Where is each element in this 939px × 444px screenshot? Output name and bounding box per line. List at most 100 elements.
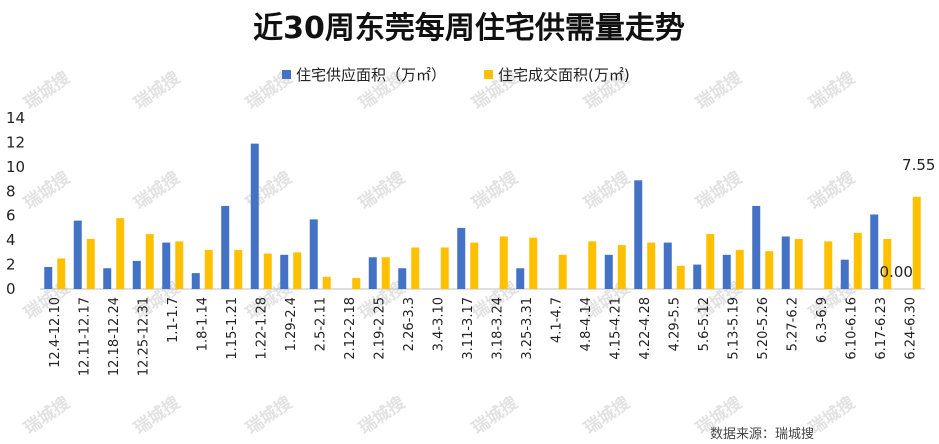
bar-sales [204,249,213,289]
x-tick-label: 5.27-6.2 [785,297,800,351]
bar-supply [191,273,200,289]
watermark-text: 瑞城搜 [20,67,75,114]
watermark-text: 瑞城搜 [805,167,860,214]
bar-supply [132,260,141,289]
bar-supply [516,268,525,289]
x-tick-label: 1.22-1.28 [254,297,269,360]
watermark-text: 瑞城搜 [242,392,297,439]
bar-supply [722,254,731,289]
bar-supply [73,220,82,289]
y-tick-label: 10 [6,158,25,176]
watermark-text: 瑞城搜 [355,167,410,214]
bar-sales [322,276,331,289]
x-tick-label: 4.29-5.5 [667,297,682,351]
watermark-text: 瑞城搜 [468,167,523,214]
bar-sales [411,247,420,289]
watermark-text: 瑞城搜 [580,392,635,439]
bar-sales [765,251,774,289]
legend-label-0: 住宅供应面积（万㎡） [296,66,446,84]
bar-sales [440,247,449,289]
bar-sales [175,241,184,289]
x-axis: 12.4-12.10 12.11-12.17 12.18-12.24 12.25-12… [48,297,919,376]
bar-sales [57,258,66,289]
bar-supply [368,257,377,289]
x-tick-label: 4.15-4.21 [608,297,623,360]
watermark-text: 瑞城搜 [692,167,747,214]
source-note: 数据来源：瑞城搜 [710,427,814,442]
bar-sales [263,253,272,289]
bar-supply [250,143,259,289]
bar-supply [781,236,790,289]
bar-supply [663,242,672,289]
legend-swatch-1 [484,70,493,79]
y-tick-label: 12 [6,133,25,151]
chart-title: 近30周东莞每周住宅供需量走势 [253,11,685,46]
bar-sales [735,249,744,289]
x-tick-label: 6.17-6.23 [874,297,889,360]
data-label: 7.55 [902,156,935,174]
legend: 住宅供应面积（万㎡） 住宅成交面积(万㎡) [282,66,630,84]
legend-swatch-0 [282,70,291,79]
x-tick-label: 4.1-4.7 [549,297,564,343]
x-tick-label: 6.10-6.16 [844,297,859,360]
x-tick-label: 12.25-12.31 [136,297,151,376]
bar-sales [145,234,154,289]
bar-sales [293,252,302,289]
bar-supply [693,264,702,289]
x-tick-label: 12.4-12.10 [48,297,63,368]
bar-supply [221,205,230,289]
bars [44,143,921,289]
bar-sales [676,265,685,289]
y-tick-label: 14 [6,109,25,127]
y-tick-label: 8 [6,182,16,200]
bar-sales [912,196,921,289]
x-tick-label: 4.22-4.28 [638,297,653,360]
bar-sales [116,218,125,289]
bar-sales [558,254,567,289]
bar-sales [470,242,479,289]
bar-supply [457,227,466,289]
data-labels: 7.55 0.00 [880,156,936,281]
bar-supply [162,242,171,289]
bar-supply [870,214,879,289]
bar-sales [853,232,862,289]
x-tick-label: 4.8-4.14 [579,297,594,351]
bar-sales [794,238,803,289]
bar-supply [280,254,289,289]
x-tick-label: 2.5-2.11 [313,297,328,351]
y-axis: 0 2 4 6 8 10 12 14 [6,109,25,298]
bar-supply [604,254,613,289]
bar-sales [588,241,597,289]
y-tick-label: 0 [6,280,16,298]
bar-sales [86,238,95,289]
watermark-text: 瑞城搜 [130,67,185,114]
watermark-text: 瑞城搜 [242,167,297,214]
bar-sales [647,242,656,289]
x-tick-label: 3.25-3.31 [520,297,535,360]
bar-sales [234,249,243,289]
y-tick-label: 4 [6,231,16,249]
x-tick-label: 5.20-5.26 [756,297,771,360]
bar-sales [883,238,892,289]
watermark-text: 瑞城搜 [20,167,75,214]
x-tick-label: 3.4-3.10 [431,297,446,351]
watermark-text: 瑞城搜 [805,67,860,114]
x-tick-label: 6.24-6.30 [903,297,918,360]
x-tick-label: 12.11-12.17 [77,297,92,376]
x-tick-label: 1.1-1.7 [166,297,181,343]
watermark-text: 瑞城搜 [130,392,185,439]
watermark-text: 瑞城搜 [20,392,75,439]
bar-supply [103,268,112,289]
bar-sales [499,236,508,289]
bar-sales [617,245,626,289]
x-tick-label: 5.6-5.12 [697,297,712,351]
x-tick-label: 1.29-2.4 [284,297,299,351]
watermark-text: 瑞城搜 [355,392,410,439]
bar-sales [381,257,390,289]
x-tick-label: 2.26-3.3 [402,297,417,351]
bar-supply [634,180,643,289]
x-tick-label: 1.15-1.21 [225,297,240,360]
x-tick-label: 3.11-3.17 [461,297,476,360]
watermark-text: 瑞城搜 [580,167,635,214]
